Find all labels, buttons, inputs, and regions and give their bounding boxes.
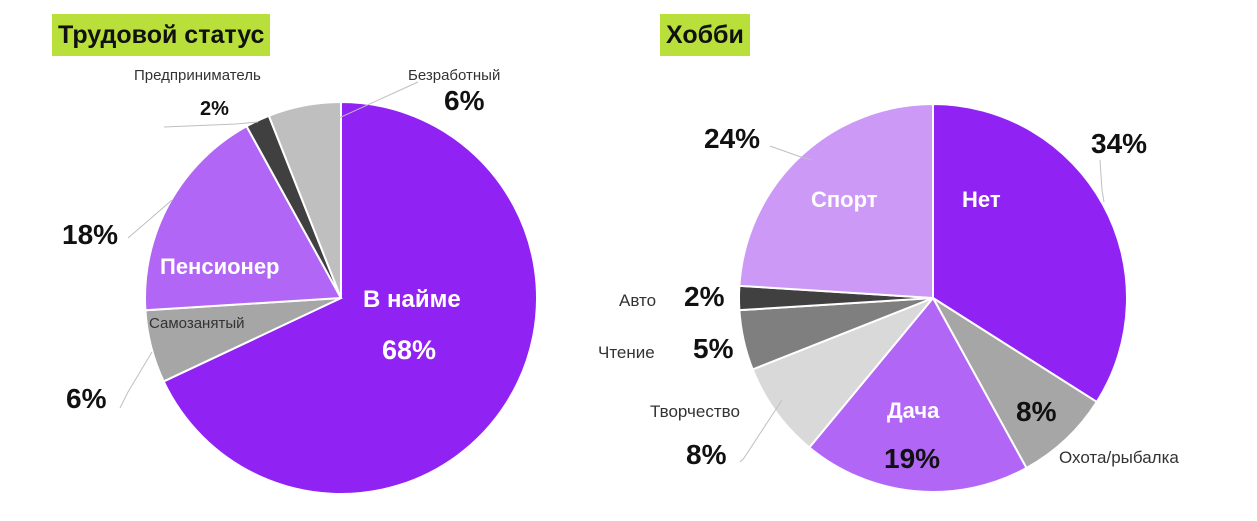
leader-line-pensioner	[127, 199, 173, 239]
hobby-slice-3	[751, 297, 934, 449]
employment-slice-2	[144, 124, 343, 312]
pct-none: 34%	[1091, 128, 1147, 159]
label-entrepreneur: Предприниматель	[134, 67, 261, 84]
label-employed: В найме	[363, 286, 461, 313]
label-selfemployed: Самозанятый	[149, 315, 245, 332]
pct-creative: 8%	[686, 439, 727, 470]
hobby-slice-1	[932, 297, 1099, 470]
leader-line-creative	[739, 399, 783, 463]
label-creative: Творчество	[650, 402, 740, 421]
label-pensioner: Пенсионер	[160, 254, 280, 279]
pct-hunting: 8%	[1016, 396, 1057, 427]
hobby-slice-2	[807, 296, 1028, 493]
leader-line-unemployed	[293, 81, 419, 151]
leader-line-sport	[769, 145, 813, 161]
employment-slice-0	[162, 100, 538, 495]
pct-dacha: 19%	[884, 443, 940, 474]
leader-line-selfemployed	[119, 351, 153, 409]
employment-slice-4	[267, 100, 342, 299]
pct-sport: 24%	[704, 123, 760, 154]
pct-entrepreneur: 2%	[200, 98, 229, 120]
hobby-slice-0	[932, 102, 1128, 404]
label-auto: Авто	[619, 291, 656, 310]
leader-line-none	[1099, 159, 1105, 203]
pct-auto: 2%	[684, 281, 725, 312]
pie-hobby	[737, 102, 1128, 493]
label-hunting: Охота/рыбалка	[1059, 448, 1179, 467]
label-none: Нет	[962, 187, 1001, 212]
label-unemployed: Безработный	[408, 67, 500, 84]
leader-line-entrepreneur	[163, 121, 259, 128]
label-sport: Спорт	[811, 187, 878, 212]
pct-employed: 68%	[382, 335, 436, 365]
pie-employment	[144, 100, 538, 495]
pct-reading: 5%	[693, 333, 734, 364]
chart-title-employment: Трудовой статус	[52, 14, 271, 56]
pct-pensioner: 18%	[62, 219, 118, 250]
pct-unemployed: 6%	[444, 85, 485, 116]
label-reading: Чтение	[598, 343, 655, 362]
pct-selfemployed: 6%	[66, 383, 107, 414]
label-dacha: Дача	[887, 398, 940, 423]
chart-title-hobby: Хобби	[660, 14, 750, 56]
